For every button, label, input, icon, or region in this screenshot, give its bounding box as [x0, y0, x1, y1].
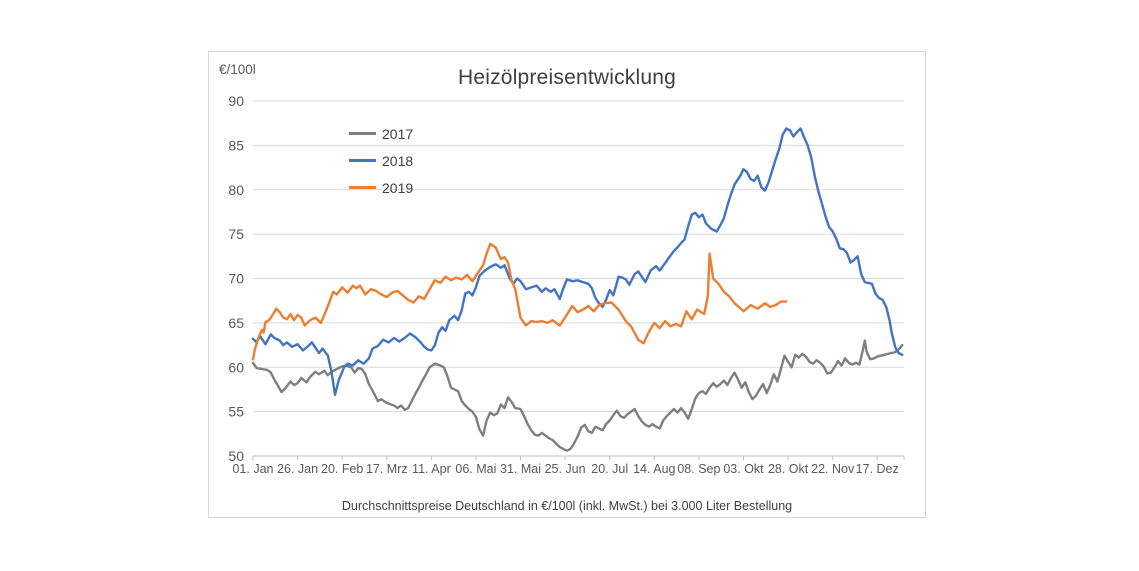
legend-label: 2019 [382, 179, 414, 196]
legend-item-2018: 2018 [349, 147, 413, 174]
legend-swatch-2019 [349, 186, 376, 189]
y-tick-label: 70 [228, 271, 244, 287]
chart-caption: Durchschnittspreise Deutschland in €/100… [341, 499, 793, 513]
x-tick-label: 08. Sep [677, 462, 720, 476]
x-tick-label: 06. Mai [455, 462, 496, 476]
y-tick-label: 55 [228, 404, 244, 420]
chart-legend: 2017 2018 2019 [349, 120, 413, 201]
chart-title: Heizölpreisentwicklung [458, 66, 676, 89]
x-tick-label: 28. Okt [768, 462, 809, 476]
series-line-2019 [251, 242, 788, 361]
x-tick-label: 17. Mrz [366, 462, 408, 476]
x-tick-label: 26. Jan [277, 462, 318, 476]
y-tick-label: 80 [228, 182, 244, 198]
x-tick-label: 01. Jan [232, 462, 273, 476]
legend-label: 2017 [382, 125, 414, 142]
x-tick-label: 17. Dez [856, 462, 899, 476]
x-tick-label: 03. Okt [723, 462, 764, 476]
x-tick-label: 11. Apr [412, 462, 451, 476]
legend-item-2017: 2017 [349, 120, 413, 147]
legend-swatch-2018 [349, 159, 376, 162]
y-tick-label: 60 [228, 359, 244, 375]
x-tick-label: 25. Jun [545, 462, 586, 476]
chart-card: 50 55 60 65 70 75 80 85 90 01. Jan 26. Jan 20. Feb 1… [208, 51, 926, 518]
y-tick-label: 50 [228, 448, 244, 464]
x-tick-label: 20. Feb [321, 462, 363, 476]
y-tick-label: 65 [228, 315, 244, 331]
x-tick-label: 14. Aug [633, 462, 675, 476]
legend-swatch-2017 [349, 132, 376, 135]
y-tick-label: 85 [228, 137, 244, 153]
x-tick-label: 22. Nov [811, 462, 855, 476]
y-tick-label: 75 [228, 226, 244, 242]
series-line-2017 [251, 339, 904, 452]
x-tick-label: 31. Mai [500, 462, 541, 476]
legend-item-2019: 2019 [349, 174, 413, 201]
legend-label: 2018 [382, 152, 414, 169]
y-axis-unit-label: €/100l [219, 62, 256, 77]
x-tick-label: 20. Jul [591, 462, 628, 476]
y-tick-label: 90 [228, 93, 244, 109]
